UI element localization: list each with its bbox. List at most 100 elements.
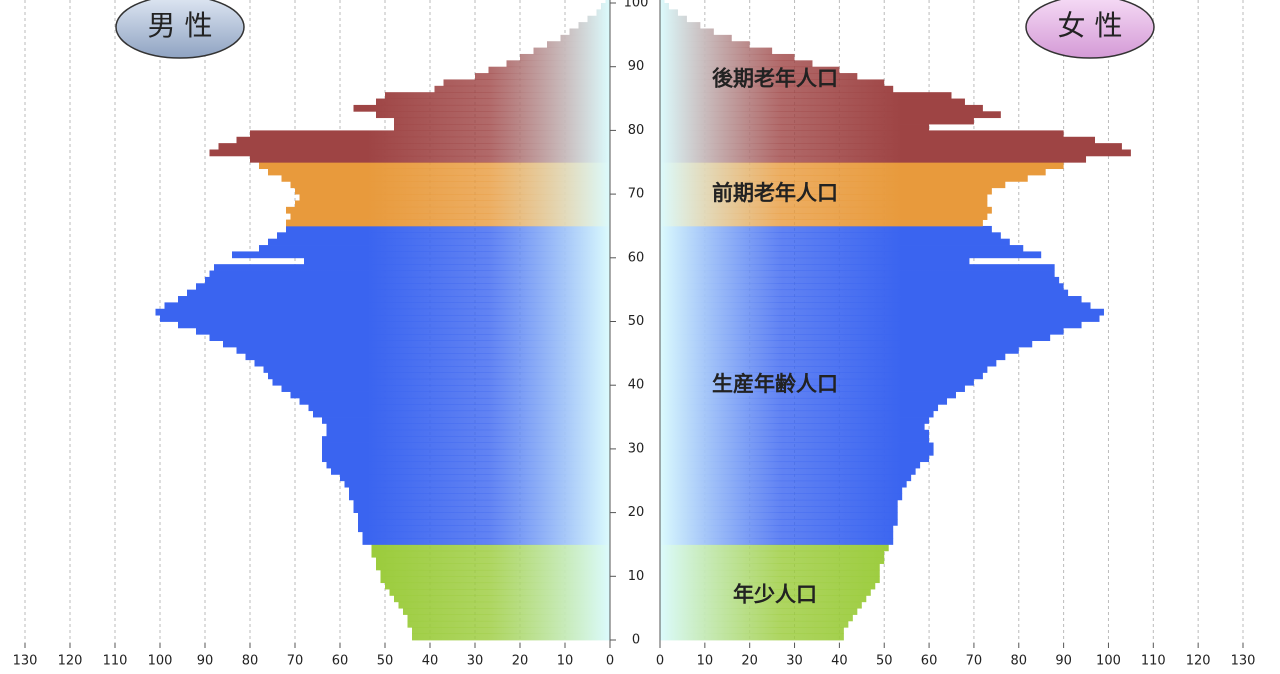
bar xyxy=(259,162,610,170)
bar xyxy=(349,487,610,494)
bar xyxy=(547,41,610,48)
x-tick-label: 20 xyxy=(741,654,758,669)
bar xyxy=(660,9,678,17)
bar xyxy=(326,423,610,431)
x-tick-label: 30 xyxy=(467,654,484,669)
bar xyxy=(380,569,610,577)
x-tick-label: 130 xyxy=(1231,654,1256,669)
bar xyxy=(660,538,894,545)
bar xyxy=(290,391,610,399)
bar xyxy=(660,315,1100,322)
bar xyxy=(358,512,610,520)
bar xyxy=(660,187,992,195)
bar xyxy=(596,9,610,17)
bar xyxy=(209,334,610,342)
bar xyxy=(660,117,974,125)
bar xyxy=(660,34,732,42)
bar xyxy=(376,98,610,106)
x-tick-label: 100 xyxy=(1096,654,1121,669)
x-tick-label: 20 xyxy=(512,654,529,669)
bar xyxy=(569,28,610,36)
bar xyxy=(660,283,1064,291)
bar xyxy=(506,60,610,68)
x-tick-label: 90 xyxy=(197,654,214,669)
bar xyxy=(660,557,885,564)
x-tick-label: 110 xyxy=(103,654,128,669)
bar xyxy=(660,391,956,399)
bar xyxy=(326,429,610,437)
bar xyxy=(660,85,894,93)
bar xyxy=(660,181,1006,189)
bar xyxy=(660,550,885,558)
bar xyxy=(660,334,1051,342)
bar xyxy=(394,124,610,131)
bar xyxy=(660,385,965,392)
bar xyxy=(660,474,912,482)
bar xyxy=(295,200,610,208)
y-tick-label: 50 xyxy=(628,314,645,329)
bar xyxy=(660,111,1001,119)
bar xyxy=(299,194,610,201)
x-tick-label: 60 xyxy=(921,654,938,669)
bar xyxy=(209,149,610,157)
y-tick-label: 30 xyxy=(628,441,645,456)
x-tick-label: 60 xyxy=(332,654,349,669)
x-tick-label: 100 xyxy=(148,654,173,669)
bar xyxy=(371,544,610,552)
bar xyxy=(331,468,610,475)
x-tick-label: 30 xyxy=(786,654,803,669)
bar xyxy=(660,417,930,424)
bar xyxy=(660,130,1064,138)
bar xyxy=(259,245,610,252)
bar xyxy=(660,104,983,112)
bar xyxy=(660,569,880,577)
bar xyxy=(407,614,610,622)
bar xyxy=(353,506,610,513)
bar xyxy=(660,200,988,208)
bar xyxy=(660,506,898,513)
x-tick-label: 80 xyxy=(1010,654,1027,669)
y-tick-label: 70 xyxy=(628,187,645,202)
bar xyxy=(250,155,610,163)
bar xyxy=(263,366,610,373)
bar xyxy=(660,66,840,74)
x-tick-label: 110 xyxy=(1141,654,1166,669)
bar xyxy=(533,47,610,55)
bar xyxy=(376,563,610,571)
bar xyxy=(358,518,610,526)
bar xyxy=(660,499,898,507)
bar xyxy=(660,251,1042,259)
bar xyxy=(290,213,610,220)
bar xyxy=(660,366,988,373)
bar xyxy=(290,181,610,189)
bar xyxy=(660,73,858,80)
bar xyxy=(322,455,610,463)
y-tick-label: 80 xyxy=(628,123,645,138)
bar xyxy=(605,0,610,4)
bar xyxy=(196,327,610,335)
bar xyxy=(344,480,610,488)
bar xyxy=(660,149,1131,157)
bar xyxy=(488,66,610,74)
bar xyxy=(660,60,813,68)
bar xyxy=(178,296,610,303)
bar xyxy=(322,442,610,450)
bar xyxy=(358,525,610,533)
bar xyxy=(353,104,610,112)
bar xyxy=(245,353,610,361)
bar xyxy=(313,410,610,418)
bar xyxy=(660,308,1104,316)
x-tick-label: 10 xyxy=(697,654,714,669)
bar xyxy=(398,601,610,609)
bar xyxy=(660,378,974,386)
bar xyxy=(660,219,983,227)
bar xyxy=(660,245,1024,252)
bar xyxy=(660,143,1122,150)
bar xyxy=(601,3,610,10)
bar xyxy=(660,455,930,463)
bar xyxy=(277,232,610,240)
bar xyxy=(236,136,610,144)
x-tick-label: 70 xyxy=(966,654,983,669)
bar xyxy=(394,595,610,603)
y-tick-label: 90 xyxy=(628,59,645,74)
